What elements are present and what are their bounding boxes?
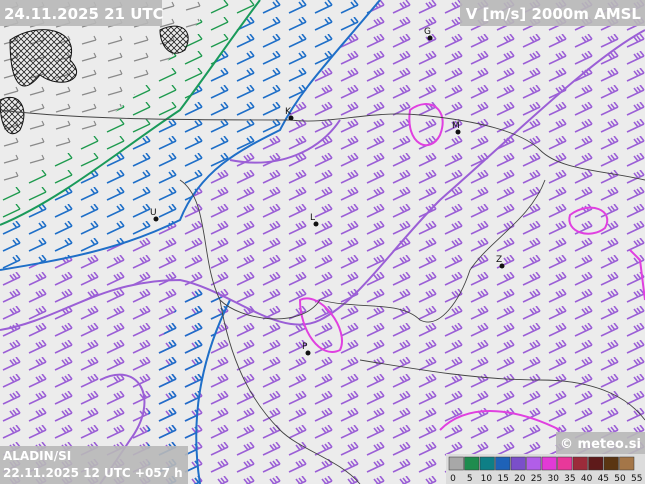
- legend-swatch: [619, 456, 635, 471]
- city-dot: [427, 35, 433, 41]
- legend-label: 5: [467, 474, 473, 484]
- run: 22.11.2025 12 UTC +057 h: [3, 466, 183, 480]
- footer-box: [0, 446, 188, 484]
- city-label: M: [452, 121, 460, 131]
- city-dot: [499, 263, 505, 269]
- city-label: K: [285, 107, 292, 117]
- legend-swatch: [588, 456, 604, 471]
- legend-label: 40: [581, 474, 593, 484]
- city-dot: [288, 115, 294, 121]
- legend-label: 30: [547, 474, 559, 484]
- legend-label: 10: [481, 474, 493, 484]
- legend-swatch: [557, 456, 573, 471]
- city-dot: [153, 216, 159, 222]
- legend-label: 45: [598, 474, 609, 484]
- parameter: V [m/s] 2000m AMSL: [466, 5, 642, 23]
- legend-label: 50: [614, 474, 626, 484]
- city-label: U: [150, 208, 157, 218]
- legend-swatch: [448, 456, 464, 471]
- city-label: G: [424, 27, 431, 37]
- hatched-area: [9, 29, 77, 87]
- legend-swatch: [526, 456, 542, 471]
- city-label: L: [310, 213, 315, 223]
- city-dot: [455, 129, 461, 135]
- cities: G K M U L Z P: [150, 27, 505, 356]
- city-label: Z: [496, 255, 502, 265]
- wind-barbs: [147, 290, 230, 484]
- legend-swatch: [479, 456, 495, 471]
- credit-box: [556, 432, 645, 454]
- legend-swatch: [495, 456, 511, 471]
- valid-time: 24.11.2025 21 UTC: [4, 5, 164, 23]
- model: ALADIN/SI: [3, 449, 71, 463]
- legend-swatch: [603, 456, 619, 471]
- legend-label: 35: [564, 474, 575, 484]
- header-box: [460, 0, 645, 26]
- legend-swatch: [510, 456, 526, 471]
- legend-label: 55: [631, 474, 642, 484]
- legend-label: 25: [531, 474, 542, 484]
- borders: [0, 109, 645, 484]
- hatched-area: [0, 96, 25, 135]
- legend: 0 5 10 15 20 25 30 35 40 45 50 55: [448, 456, 642, 484]
- legend-label: 20: [514, 474, 526, 484]
- city-label: P: [302, 342, 308, 352]
- city-dot: [305, 350, 311, 356]
- hatched-area: [159, 25, 189, 54]
- legend-swatch: [572, 456, 588, 471]
- legend-label: 15: [497, 474, 508, 484]
- city-dot: [313, 221, 319, 227]
- credit: © meteo.si: [560, 437, 641, 452]
- legend-label: 0: [450, 474, 456, 484]
- legend-swatch: [464, 456, 480, 471]
- legend-swatch: [541, 456, 557, 471]
- header-box: [0, 0, 162, 26]
